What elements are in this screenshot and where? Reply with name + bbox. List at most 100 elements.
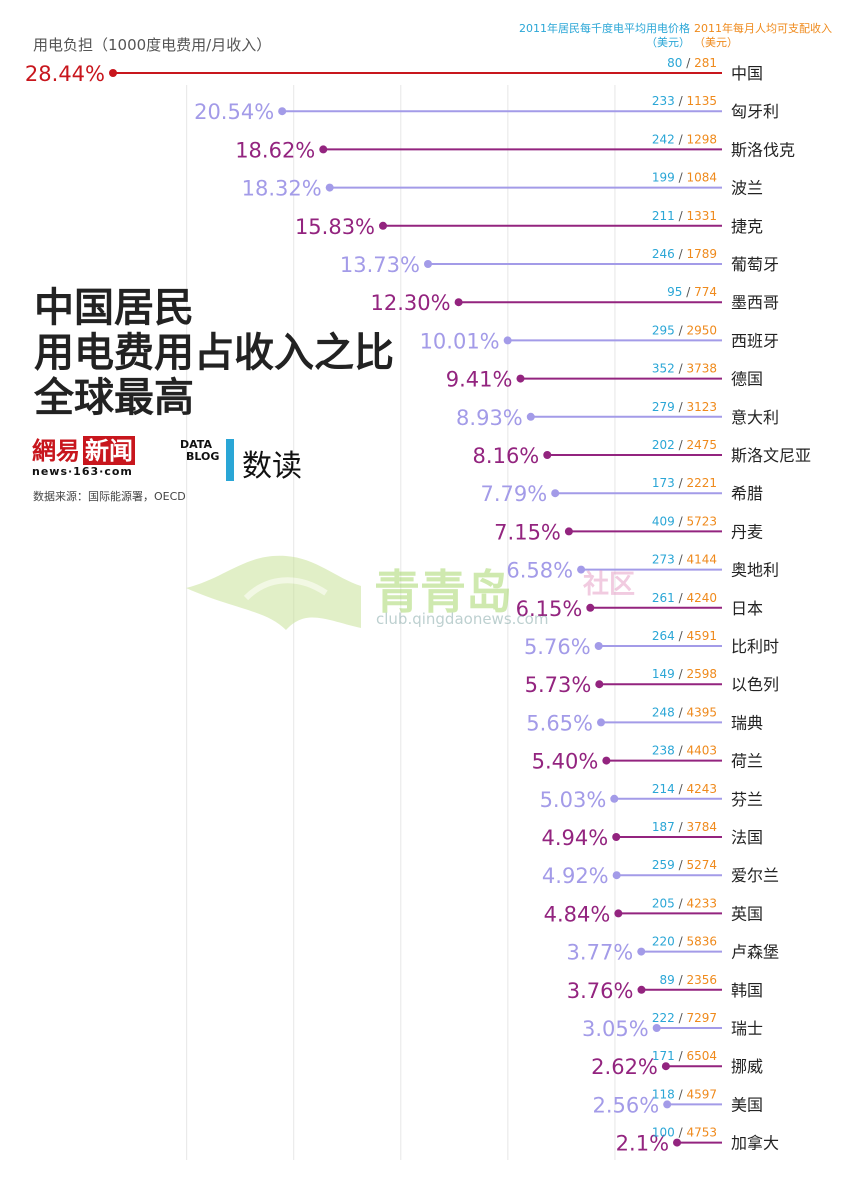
lollipop-dot — [637, 947, 646, 956]
burden-label: 5.73% — [525, 673, 592, 697]
income-value: 4240 — [686, 591, 717, 605]
price-income-label: 261 / 4240 — [652, 591, 717, 605]
price-value: 100 — [652, 1126, 675, 1140]
price-value: 149 — [652, 667, 675, 681]
price-income-label: 409 / 5723 — [652, 514, 717, 528]
separator: / — [675, 935, 687, 949]
country-label: 斯洛文尼亚 — [731, 446, 811, 465]
chart-row: 18.62% 242 / 1298 斯洛伐克 — [235, 132, 795, 162]
price-income-label: 211 / 1331 — [652, 209, 717, 223]
income-value: 2356 — [686, 973, 717, 987]
country-label: 西班牙 — [731, 331, 779, 350]
lollipop-dot — [319, 145, 328, 154]
country-label: 葡萄牙 — [731, 255, 779, 274]
chart-row: 15.83% 211 / 1331 捷克 — [295, 209, 763, 239]
chart-row: 18.32% 199 / 1084 波兰 — [242, 171, 763, 201]
chart-row: 5.76% 264 / 4591 比利时 — [524, 629, 779, 659]
price-income-label: 95 / 774 — [667, 285, 717, 299]
country-label: 波兰 — [731, 179, 763, 198]
logo-url-text: news·163·com — [32, 465, 133, 478]
country-label: 卢森堡 — [731, 943, 779, 962]
price-income-label: 222 / 7297 — [652, 1011, 717, 1025]
chart-row: 5.40% 238 / 4403 荷兰 — [532, 744, 763, 774]
separator: / — [675, 209, 687, 223]
separator: / — [675, 553, 687, 567]
income-value: 7297 — [686, 1011, 717, 1025]
price-value: 211 — [652, 209, 675, 223]
chart-row: 5.73% 149 / 2598 以色列 — [525, 667, 779, 697]
country-label: 加拿大 — [731, 1134, 779, 1153]
income-column-header: 2011年每月人均可支配收入（美元） — [694, 22, 832, 49]
chart-row: 2.56%118 / 4597 美国 — [592, 1087, 763, 1117]
lollipop-dot — [526, 412, 535, 421]
price-value: 273 — [652, 553, 675, 567]
logo-box-text: 新闻 — [83, 436, 135, 465]
price-value: 242 — [652, 132, 675, 146]
income-value: 281 — [694, 56, 717, 70]
price-value: 171 — [652, 1049, 675, 1063]
chart-row: 6.58% 273 / 4144 奥地利 — [506, 553, 779, 583]
income-value: 4144 — [686, 553, 717, 567]
separator: / — [675, 820, 687, 834]
chart-row: 6.15% 261 / 4240 日本 — [516, 591, 763, 621]
income-value: 1084 — [686, 171, 717, 185]
burden-label: 6.58% — [506, 559, 573, 583]
price-value: 173 — [652, 476, 675, 490]
price-income-label: 171 / 6504 — [652, 1049, 717, 1063]
price-income-label: 80 / 281 — [667, 56, 717, 70]
price-income-label: 279 / 3123 — [652, 400, 717, 414]
lollipop-dot — [423, 260, 432, 268]
price-value: 214 — [652, 782, 675, 796]
country-label: 奥地利 — [731, 561, 779, 580]
country-label: 匈牙利 — [731, 102, 779, 121]
price-income-label: 352 / 3738 — [652, 362, 717, 376]
burden-label: 7.79% — [480, 482, 547, 506]
income-value: 774 — [694, 285, 717, 299]
chart-row: 8.93% 279 / 3123 意大利 — [456, 400, 779, 430]
logo-main-text: 網易 — [32, 436, 80, 465]
separator: / — [675, 476, 687, 490]
price-value: 264 — [652, 629, 675, 643]
separator: / — [675, 171, 687, 185]
price-value: 246 — [652, 247, 675, 261]
income-value: 3738 — [686, 362, 717, 376]
netease-news-logo: 網易 新闻 news·163·com — [32, 436, 156, 479]
burden-label: 3.05% — [582, 1017, 649, 1041]
price-value: 89 — [660, 973, 675, 987]
price-value: 259 — [652, 858, 675, 872]
title-line-2: 用电费用占收入之比 — [34, 330, 394, 376]
separator: / — [675, 1126, 687, 1140]
country-label: 捷克 — [731, 217, 763, 236]
separator: / — [682, 56, 694, 70]
lollipop-dot — [109, 69, 117, 77]
burden-label: 13.73% — [340, 253, 420, 277]
separator: / — [675, 1087, 687, 1101]
burden-label: 18.32% — [242, 177, 322, 201]
income-value: 5836 — [686, 935, 717, 949]
burden-label: 5.76% — [524, 635, 591, 659]
separator: / — [675, 896, 687, 910]
price-income-label: 149 / 2598 — [652, 667, 717, 681]
income-value: 1331 — [686, 209, 717, 223]
price-value: 187 — [652, 820, 675, 834]
country-label: 芬兰 — [731, 790, 763, 809]
country-label: 法国 — [731, 828, 763, 847]
price-income-label: 233 / 1135 — [652, 94, 717, 108]
income-value: 2221 — [686, 476, 717, 490]
lollipop-dot — [516, 374, 525, 383]
country-label: 荷兰 — [731, 752, 763, 771]
price-value: 80 — [667, 56, 682, 70]
income-value: 5274 — [686, 858, 717, 872]
income-value: 4591 — [686, 629, 717, 643]
separator: / — [682, 285, 694, 299]
price-income-label: 273 / 4144 — [652, 553, 717, 567]
separator: / — [675, 782, 687, 796]
lollipop-dot — [564, 527, 573, 536]
datablog-line2: BLOG — [186, 450, 220, 463]
separator: / — [675, 973, 687, 987]
separator: / — [675, 247, 687, 261]
chart-row: 8.16% 202 / 2475 斯洛文尼亚 — [473, 438, 811, 468]
burden-label: 10.01% — [420, 329, 500, 353]
country-label: 墨西哥 — [731, 293, 779, 312]
